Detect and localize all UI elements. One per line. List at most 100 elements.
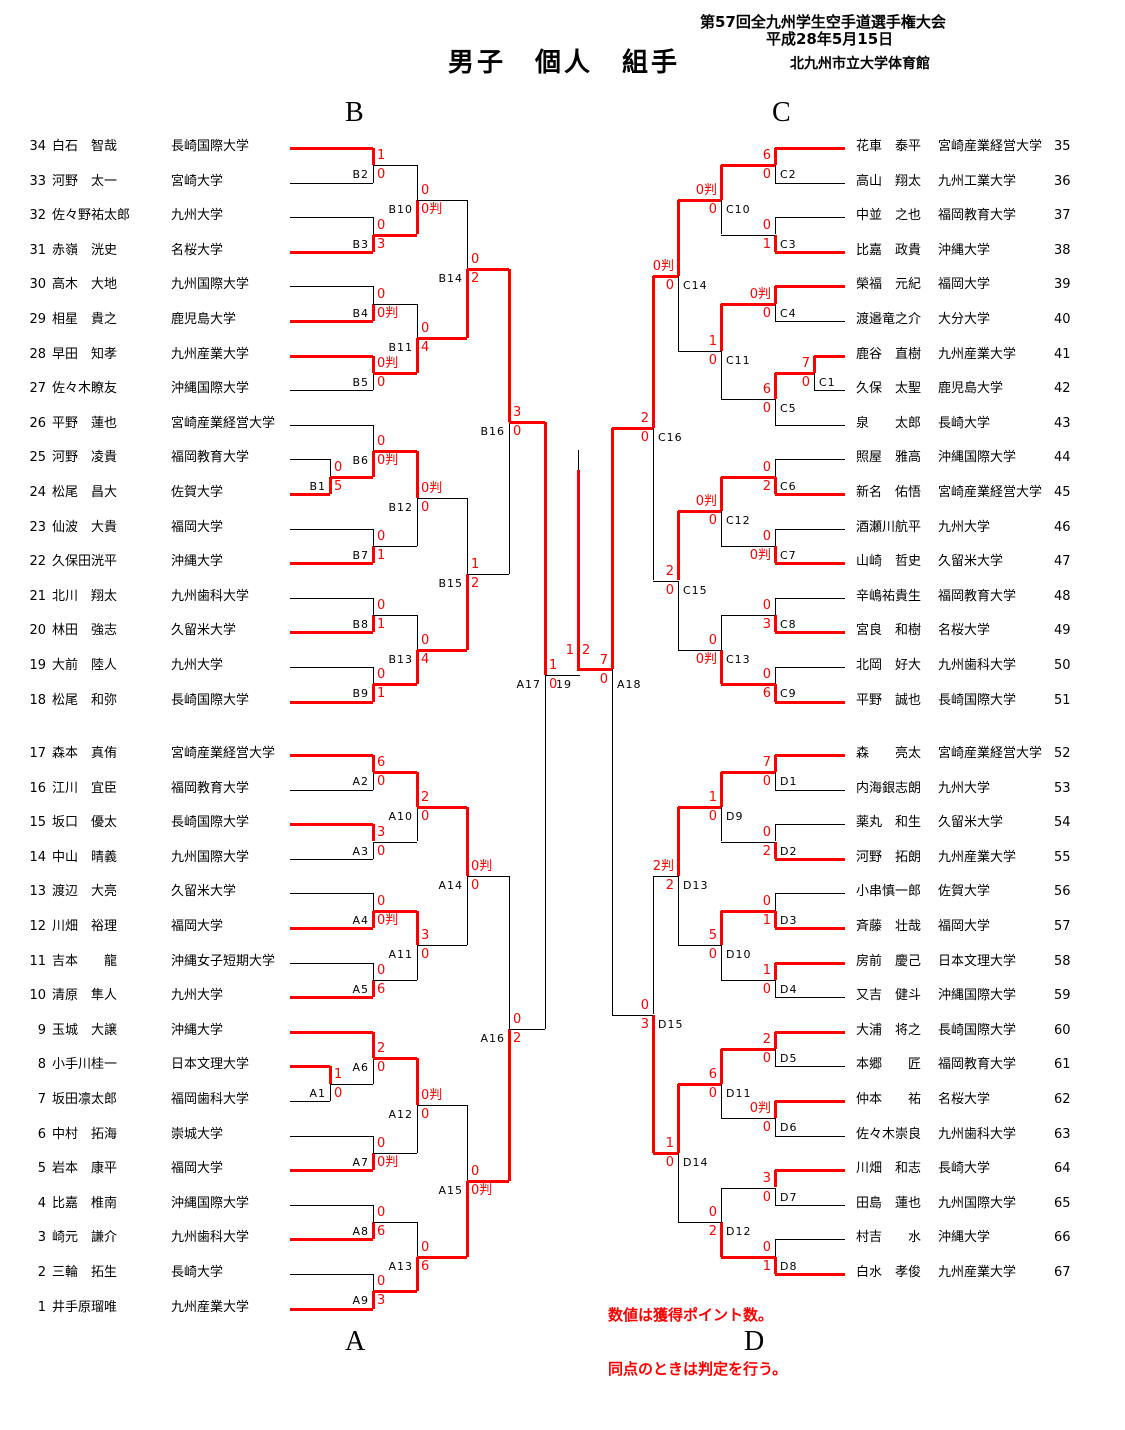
bracket-line-v bbox=[417, 615, 418, 650]
final-score-left: 1 bbox=[565, 643, 574, 658]
player-name: 薬丸 和生 bbox=[856, 815, 922, 830]
bracket-line-h bbox=[417, 648, 467, 652]
bracket-line-h bbox=[653, 274, 678, 278]
match-score-top: 1 bbox=[471, 557, 480, 572]
match-score-top: 0 bbox=[762, 598, 771, 613]
player-univ: 九州歯科大学 bbox=[171, 589, 250, 604]
bracket-line-v bbox=[508, 1028, 511, 1181]
bracket-line-v bbox=[466, 574, 469, 650]
player-seed: 29 bbox=[29, 312, 46, 327]
player-univ: 福岡教育大学 bbox=[938, 589, 1017, 604]
bracket-line-h bbox=[775, 893, 845, 895]
player-name: 松尾 和弥 bbox=[52, 693, 118, 708]
match-score-top: 0 bbox=[513, 1012, 522, 1027]
match-label: B9 bbox=[352, 687, 369, 700]
match-score-top: 2 bbox=[762, 1032, 771, 1047]
player-univ: 日本文理大学 bbox=[171, 1057, 250, 1072]
bracket-line-v bbox=[720, 649, 723, 685]
player-seed: 35 bbox=[1054, 139, 1071, 154]
match-score-top: 5 bbox=[708, 928, 717, 943]
bracket-line-h bbox=[814, 354, 845, 358]
match-label: C16 bbox=[658, 431, 683, 444]
player-univ: 沖縄女子短期大学 bbox=[171, 954, 276, 969]
bracket-line-h bbox=[775, 493, 845, 496]
match-score-bottom: 4 bbox=[421, 340, 430, 355]
match-score-top: 7 bbox=[801, 356, 810, 371]
match-score-bottom: 0 bbox=[762, 401, 771, 416]
match-score-bottom: 0 bbox=[421, 809, 430, 824]
bracket-line-v bbox=[721, 806, 722, 842]
player-name: 渡辺 大亮 bbox=[52, 884, 118, 899]
bracket-line-h bbox=[775, 250, 845, 254]
player-seed: 22 bbox=[29, 554, 46, 569]
player-seed: 60 bbox=[1054, 1023, 1071, 1038]
match-score-bottom: 6 bbox=[762, 686, 771, 701]
match-score-bottom: 0 bbox=[665, 1155, 674, 1170]
venue-name: 北九州市立大学体育館 bbox=[790, 56, 930, 72]
bracket-line-h bbox=[290, 927, 373, 930]
match-score-top: 0 bbox=[471, 252, 480, 267]
match-label: A5 bbox=[352, 983, 369, 996]
player-seed: 15 bbox=[29, 815, 46, 830]
bracket-line-h bbox=[417, 805, 467, 809]
player-univ: 長崎大学 bbox=[938, 416, 991, 431]
match-score-top: 0 bbox=[377, 1274, 386, 1289]
bracket-line-h bbox=[678, 805, 721, 809]
player-name: 宮良 和樹 bbox=[856, 623, 922, 638]
bracket-line-v bbox=[467, 498, 468, 574]
player-name: 佐々木崇良 bbox=[856, 1127, 922, 1142]
bracket-line-v bbox=[720, 165, 723, 200]
match-score-top: 1 bbox=[762, 963, 771, 978]
player-name: 鹿谷 直樹 bbox=[856, 347, 922, 362]
bracket-line-h bbox=[775, 528, 845, 530]
bracket-line-v bbox=[372, 755, 375, 773]
match-score-bottom: 2 bbox=[513, 1031, 522, 1046]
bracket-line-v bbox=[509, 421, 510, 574]
player-seed: 20 bbox=[29, 623, 46, 638]
match-score-top: 0 bbox=[377, 1205, 386, 1220]
match-score-bottom: 2 bbox=[708, 1224, 717, 1239]
bracket-line-v bbox=[372, 1222, 375, 1240]
match-label: C3 bbox=[780, 238, 797, 251]
player-name: 江川 宜臣 bbox=[52, 781, 118, 796]
player-univ: 福岡教育大学 bbox=[171, 450, 250, 465]
player-name: 玉城 大譲 bbox=[52, 1023, 118, 1038]
match-score-top: 0 bbox=[762, 218, 771, 233]
player-name: 又吉 健斗 bbox=[856, 988, 922, 1003]
player-univ: 久留米大学 bbox=[938, 815, 1004, 830]
player-univ: 長崎国際大学 bbox=[171, 693, 250, 708]
bracket-line-v bbox=[373, 217, 374, 235]
match-label: A4 bbox=[352, 914, 369, 927]
bracket-line-h bbox=[290, 390, 373, 392]
player-name: 白水 孝俊 bbox=[856, 1265, 922, 1280]
page-title: 男子 個人 組手 bbox=[448, 48, 681, 78]
bracket-line-v bbox=[775, 303, 776, 321]
bracket-line-h bbox=[678, 510, 721, 514]
match-score-top: 0 bbox=[640, 998, 649, 1013]
player-seed: 55 bbox=[1054, 850, 1071, 865]
player-name: 平野 誠也 bbox=[856, 693, 922, 708]
match-score-bottom: 1 bbox=[762, 237, 771, 252]
match-label: A10 bbox=[388, 810, 413, 823]
section-label-a: A bbox=[345, 1326, 366, 1357]
match-label: C10 bbox=[726, 203, 751, 216]
bracket-line-h bbox=[775, 789, 845, 791]
player-seed: 32 bbox=[29, 208, 46, 223]
player-seed: 24 bbox=[29, 485, 46, 500]
bracket-line-v bbox=[775, 1118, 776, 1136]
player-name: 佐々野祐太郎 bbox=[52, 208, 131, 223]
bracket-line-h bbox=[775, 1273, 845, 1276]
match-score-bottom: 0 bbox=[762, 774, 771, 789]
player-name: 仙波 大貴 bbox=[52, 520, 118, 535]
match-score-bottom: 0 bbox=[377, 375, 386, 390]
player-univ: 福岡歯科大学 bbox=[171, 1092, 250, 1107]
match-label: A11 bbox=[388, 948, 413, 961]
player-name: 坂田凛太郎 bbox=[52, 1092, 118, 1107]
bracket-line-h bbox=[678, 1082, 721, 1086]
bracket-line-v bbox=[466, 806, 469, 877]
bracket-line-h bbox=[290, 562, 373, 566]
bracket-line-h bbox=[290, 631, 373, 635]
player-seed: 8 bbox=[37, 1057, 46, 1072]
player-seed: 7 bbox=[37, 1092, 46, 1107]
match-score-top: 0判 bbox=[749, 1101, 771, 1116]
